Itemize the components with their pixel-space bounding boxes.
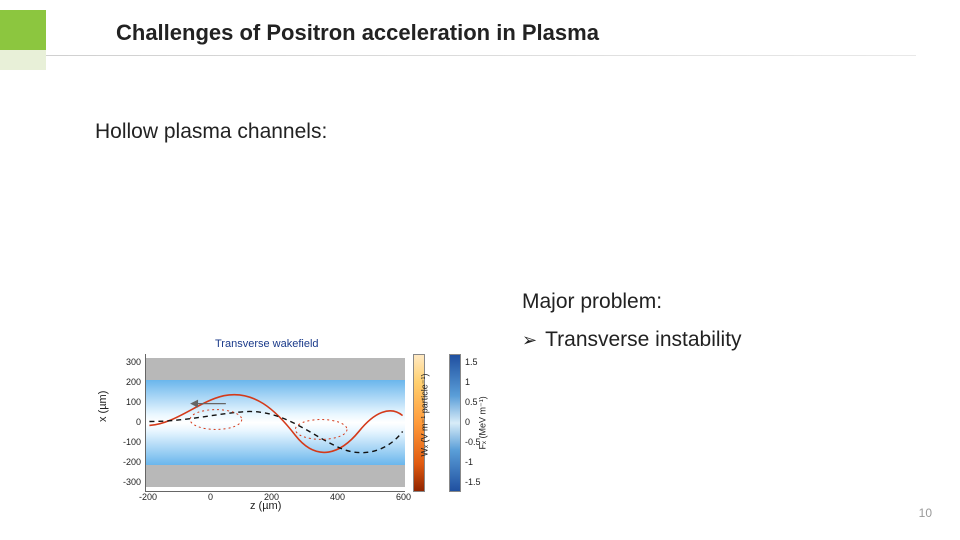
figure-transverse-wakefield: Transverse wakefield x (µm) z (µm) 300 2… <box>95 336 485 516</box>
subtitle: Hollow plasma channels: <box>95 120 327 144</box>
problem-heading: Major problem: <box>522 290 662 314</box>
ytick: 200 <box>119 372 141 392</box>
ytick: 0 <box>119 412 141 432</box>
figure-title: Transverse wakefield <box>215 338 319 350</box>
page-title: Challenges of Positron acceleration in P… <box>116 20 599 46</box>
bullet-arrow-icon: ➢ <box>522 330 537 351</box>
xtick: -200 <box>139 492 157 502</box>
colorbar-force-label: Fₓ (MeV m⁻¹) <box>478 396 489 449</box>
cbar2-tick: 1 <box>465 372 481 392</box>
x-axis-ticks: -200 0 200 400 600 <box>139 492 411 502</box>
hollow-band-top <box>146 358 405 380</box>
cbar2-tick: -1 <box>465 452 481 472</box>
bullet-item: ➢ Transverse instability <box>522 328 742 352</box>
ytick: -100 <box>119 432 141 452</box>
cbar2-tick: -1.5 <box>465 472 481 492</box>
accent-block-light <box>0 50 46 70</box>
ytick: 300 <box>119 352 141 372</box>
ytick: 100 <box>119 392 141 412</box>
bullet-text: Transverse instability <box>545 328 741 352</box>
accent-block <box>0 10 46 50</box>
xtick: 400 <box>330 492 345 502</box>
page-number: 10 <box>919 506 932 520</box>
ytick: -300 <box>119 472 141 492</box>
plasma-gradient <box>146 380 405 465</box>
cbar2-tick: 1.5 <box>465 352 481 372</box>
xtick: 200 <box>264 492 279 502</box>
ytick: -200 <box>119 452 141 472</box>
plot-area <box>145 354 405 492</box>
y-axis-label: x (µm) <box>97 391 109 422</box>
y-axis-ticks: 300 200 100 0 -100 -200 -300 <box>119 352 141 492</box>
hollow-band-bottom <box>146 465 405 487</box>
colorbar-density-label: Wₓ (V m⁻¹ particle⁻¹) <box>420 374 431 457</box>
title-underline <box>46 55 916 56</box>
xtick: 600 <box>396 492 411 502</box>
xtick: 0 <box>208 492 213 502</box>
colorbar-force <box>449 354 461 492</box>
